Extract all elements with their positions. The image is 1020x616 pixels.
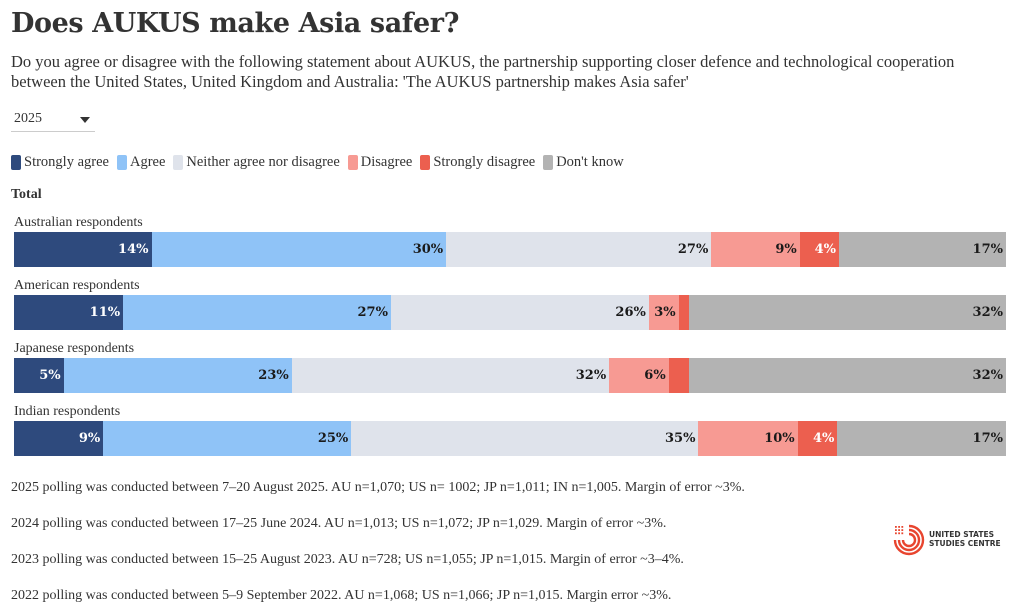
- bar-segment-strongly-agree[interactable]: [14, 421, 104, 456]
- logo-dot: [895, 529, 897, 531]
- legend-item-strongly-disagree[interactable]: Strongly disagree: [420, 154, 535, 171]
- chevron-down-icon: [80, 117, 90, 123]
- bar-segment-strongly-disagree[interactable]: [678, 295, 689, 330]
- bar-segment-dont-know[interactable]: [837, 421, 1006, 456]
- row-label: Australian respondents: [14, 215, 143, 230]
- legend-swatch: [116, 155, 127, 170]
- legend-label: Disagree: [360, 154, 413, 170]
- data-label: 32%: [972, 305, 1003, 320]
- bar-segment-dont-know[interactable]: [688, 358, 1006, 393]
- row-label: Indian respondents: [14, 404, 121, 419]
- legend-label: Don't know: [556, 154, 624, 170]
- row-label: Japanese respondents: [14, 341, 135, 356]
- logo-dot: [898, 526, 900, 528]
- bar-segment-agree[interactable]: [151, 232, 447, 267]
- bar-segment-disagree[interactable]: [711, 232, 800, 267]
- legend-swatch: [543, 155, 554, 170]
- data-label: 25%: [317, 431, 349, 446]
- data-label: 17%: [972, 431, 1003, 446]
- bar-segment-strongly-agree[interactable]: [14, 358, 64, 393]
- data-label: 23%: [258, 368, 289, 383]
- data-label: 10%: [764, 431, 795, 446]
- data-label: 9%: [78, 431, 101, 446]
- legend-item-agree[interactable]: Agree: [116, 154, 166, 171]
- legend-label: Neither agree nor disagree: [186, 154, 340, 170]
- year-dropdown-value: 2025: [14, 111, 42, 126]
- page-title: Does AUKUS make Asia safer?: [11, 8, 460, 39]
- legend-item-strongly-agree[interactable]: Strongly agree: [11, 154, 109, 171]
- logo-dot: [895, 526, 897, 528]
- logo-line-1: UNITED STATES: [929, 530, 994, 539]
- legend-swatch: [420, 155, 431, 170]
- row-label: American respondents: [14, 278, 140, 293]
- bar-segment-agree[interactable]: [103, 421, 352, 456]
- polling-note: 2024 polling was conducted between 17–25…: [11, 516, 667, 531]
- data-label: 6%: [644, 368, 666, 383]
- group-title: Total: [11, 187, 42, 202]
- logo-arc: [893, 524, 925, 556]
- bar-segment-strongly-disagree[interactable]: [799, 232, 840, 267]
- logo-dot: [901, 532, 904, 535]
- bar-segment-agree[interactable]: [63, 358, 292, 393]
- data-label: 4%: [814, 242, 837, 257]
- data-label: 32%: [972, 368, 1003, 383]
- bar-segment-agree[interactable]: [123, 295, 391, 330]
- legend-item-disagree[interactable]: Disagree: [347, 154, 413, 171]
- bar-segment-strongly-disagree[interactable]: [797, 421, 838, 456]
- bar-row: 11% 27% 26% 3% 32%: [14, 295, 1006, 330]
- legend-label: Strongly disagree: [433, 154, 536, 170]
- data-label: 35%: [665, 431, 696, 446]
- logo-arc: [897, 528, 921, 552]
- bar-segment-dont-know[interactable]: [839, 232, 1006, 267]
- data-label: 5%: [39, 368, 61, 383]
- bar-segment-strongly-disagree[interactable]: [668, 358, 689, 393]
- data-label: 4%: [812, 431, 835, 446]
- polling-note: 2022 polling was conducted between 5–9 S…: [11, 588, 672, 603]
- data-label: 27%: [677, 242, 709, 257]
- data-label: 9%: [775, 242, 797, 257]
- bar-segment-neither[interactable]: [390, 295, 649, 330]
- logo-dot: [898, 529, 900, 531]
- legend-label: Agree: [129, 154, 166, 170]
- bar-segment-neither[interactable]: [291, 358, 610, 393]
- data-label: 3%: [654, 305, 676, 320]
- logo-dot: [895, 532, 897, 535]
- data-label: 26%: [615, 305, 646, 320]
- logo-line-2: STUDIES CENTRE: [929, 539, 1001, 548]
- bar-row: 14% 30% 27% 9% 4% 17%: [14, 232, 1006, 267]
- data-label: 17%: [972, 242, 1003, 257]
- bar-segment-neither[interactable]: [446, 232, 712, 267]
- data-label: 14%: [118, 242, 149, 257]
- bar-row: 5% 23% 32% 6% 32%: [14, 358, 1006, 393]
- logo-arc: [901, 532, 917, 548]
- data-label: 27%: [357, 305, 388, 320]
- polling-note: 2025 polling was conducted between 7–20 …: [11, 480, 745, 495]
- polling-note: 2023 polling was conducted between 15–25…: [11, 552, 684, 567]
- bar-segment-disagree[interactable]: [609, 358, 669, 393]
- data-label: 32%: [575, 368, 607, 383]
- logo-dot: [898, 532, 900, 535]
- legend-item-dont-know[interactable]: Don't know: [543, 154, 624, 171]
- logo-dot: [901, 529, 904, 531]
- bar-segment-strongly-agree[interactable]: [14, 232, 152, 267]
- ussc-logo-icon: [893, 524, 925, 556]
- bar-segment-disagree[interactable]: [648, 295, 679, 330]
- legend-swatch: [173, 155, 184, 170]
- ussc-logo: UNITED STATES STUDIES CENTRE: [893, 524, 1001, 556]
- legend-swatch: [347, 155, 358, 170]
- bar-segment-neither[interactable]: [351, 421, 699, 456]
- bar-segment-disagree[interactable]: [698, 421, 798, 456]
- bar-row: 9% 25% 35% 10% 4% 17%: [14, 421, 1006, 456]
- bar-segment-strongly-agree[interactable]: [14, 295, 124, 330]
- data-label: 11%: [89, 305, 121, 320]
- legend-item-neither[interactable]: Neither agree nor disagree: [173, 154, 340, 171]
- year-dropdown[interactable]: 2025: [11, 108, 95, 132]
- data-label: 30%: [412, 242, 444, 257]
- legend-swatch: [11, 155, 21, 170]
- logo-dot: [901, 526, 904, 528]
- chart-legend: Strongly agree Agree Neither agree nor dis…: [11, 154, 632, 171]
- page-subtitle: Do you agree or disagree with the follow…: [11, 52, 955, 91]
- legend-label: Strongly agree: [24, 154, 109, 170]
- bar-segment-dont-know[interactable]: [688, 295, 1006, 330]
